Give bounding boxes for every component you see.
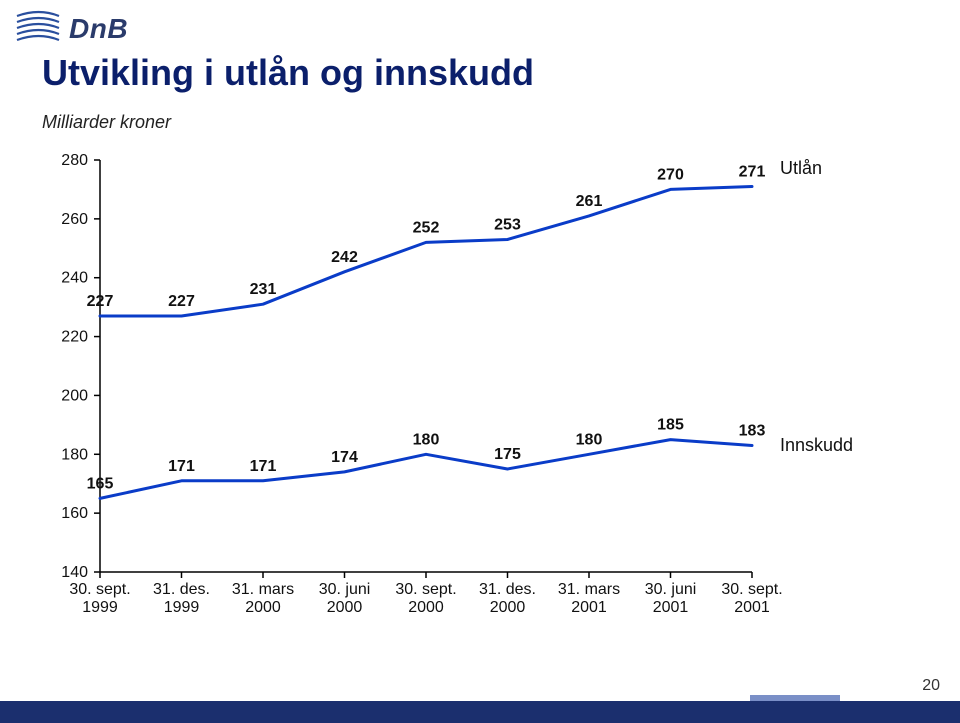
svg-text:1999: 1999 (164, 599, 200, 616)
page-subtitle: Milliarder kroner (42, 112, 171, 133)
svg-text:227: 227 (87, 293, 114, 310)
svg-text:252: 252 (413, 219, 440, 236)
svg-text:180: 180 (413, 431, 440, 448)
svg-text:180: 180 (576, 431, 603, 448)
svg-text:2001: 2001 (571, 599, 607, 616)
svg-text:160: 160 (61, 505, 88, 522)
series-label-innskudd: Innskudd (780, 435, 853, 456)
svg-text:220: 220 (61, 329, 88, 346)
svg-text:171: 171 (168, 458, 195, 475)
page-number: 20 (922, 677, 940, 695)
series-label-utlan: Utlån (780, 158, 822, 179)
svg-text:2001: 2001 (653, 599, 689, 616)
svg-text:31. mars: 31. mars (232, 581, 294, 598)
svg-text:30. juni: 30. juni (319, 581, 371, 598)
svg-text:242: 242 (331, 249, 358, 266)
svg-text:271: 271 (739, 163, 766, 180)
svg-text:253: 253 (494, 216, 521, 233)
svg-text:261: 261 (576, 193, 603, 210)
svg-text:1999: 1999 (82, 599, 118, 616)
globe-stripes-icon (15, 10, 61, 48)
svg-text:280: 280 (61, 152, 88, 169)
svg-text:200: 200 (61, 387, 88, 404)
svg-text:171: 171 (250, 458, 277, 475)
page-title: Utvikling i utlån og innskudd (42, 52, 534, 94)
svg-text:2001: 2001 (734, 599, 770, 616)
brand-logo: DnB (15, 10, 128, 48)
svg-text:2000: 2000 (490, 599, 526, 616)
svg-text:270: 270 (657, 166, 684, 183)
svg-text:260: 260 (61, 211, 88, 228)
svg-text:180: 180 (61, 446, 88, 463)
svg-text:2000: 2000 (408, 599, 444, 616)
footer-bar (0, 701, 960, 723)
svg-text:31. mars: 31. mars (558, 581, 620, 598)
svg-text:183: 183 (739, 422, 766, 439)
svg-text:240: 240 (61, 270, 88, 287)
svg-text:2000: 2000 (327, 599, 363, 616)
svg-text:227: 227 (168, 293, 195, 310)
svg-text:30. sept.: 30. sept. (69, 581, 130, 598)
svg-text:175: 175 (494, 446, 521, 463)
svg-text:31. des.: 31. des. (153, 581, 210, 598)
brand-text: DnB (69, 13, 128, 45)
slide-root: DnB Utvikling i utlån og innskudd Millia… (0, 0, 960, 723)
svg-text:174: 174 (331, 449, 358, 466)
svg-text:30. sept.: 30. sept. (721, 581, 782, 598)
svg-text:231: 231 (250, 281, 277, 298)
svg-text:2000: 2000 (245, 599, 281, 616)
svg-text:31. des.: 31. des. (479, 581, 536, 598)
line-chart: 14016018020022024026028030. sept.199931.… (42, 150, 862, 630)
svg-text:165: 165 (87, 475, 114, 492)
svg-text:30. juni: 30. juni (645, 581, 697, 598)
svg-text:30. sept.: 30. sept. (395, 581, 456, 598)
svg-text:140: 140 (61, 564, 88, 581)
svg-text:185: 185 (657, 417, 684, 434)
